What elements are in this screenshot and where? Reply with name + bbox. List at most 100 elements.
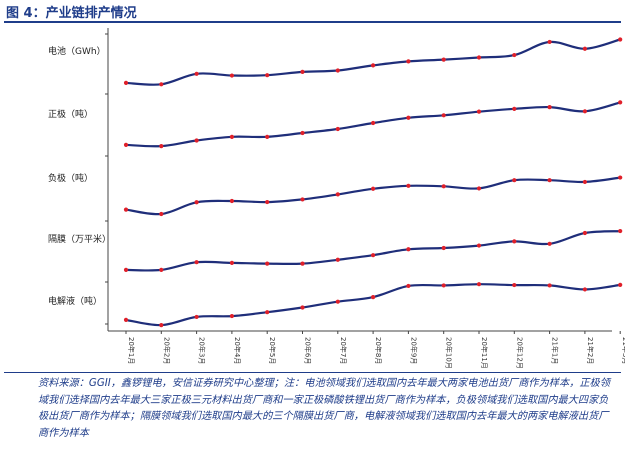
data-point [582, 179, 588, 185]
data-point [194, 200, 199, 205]
x-tick-label: 20年8月 [374, 337, 383, 364]
series-label: 隔膜（万平米） [48, 233, 111, 245]
x-tick-label: 21年3月 [621, 337, 625, 364]
series-line [125, 38, 621, 86]
data-point [123, 80, 129, 85]
x-tick-label: 20年11月 [480, 337, 489, 369]
data-point [582, 287, 588, 292]
data-point [512, 52, 517, 58]
data-point [265, 261, 270, 266]
data-point [476, 109, 482, 114]
x-tick-label: 20年9月 [409, 337, 418, 364]
data-point [371, 120, 376, 126]
series-label: 电池（GWh） [48, 45, 106, 57]
data-point [441, 245, 446, 251]
x-tick-label: 20年1月 [127, 337, 136, 364]
data-point [300, 130, 305, 136]
source-note: 资料来源：GGII，鑫锣锂电，安信证券研究中心整理；注：电池领域我们选取国内去年… [38, 378, 610, 439]
data-point [159, 82, 164, 87]
x-tick-label: 20年7月 [339, 337, 348, 364]
data-point [406, 247, 411, 252]
data-point [229, 198, 234, 204]
data-point [159, 211, 164, 217]
footnote-rule [4, 372, 621, 373]
data-point [582, 109, 588, 114]
data-point [371, 295, 376, 300]
data-point [582, 230, 588, 236]
x-tick-label: 21年2月 [586, 337, 595, 364]
data-point [618, 37, 623, 42]
x-tick-label: 20年2月 [162, 337, 171, 364]
x-tick-label: 20年12月 [515, 337, 524, 369]
title-rule [4, 21, 621, 23]
series-label: 负极（吨） [48, 172, 93, 184]
series-label: 电解液（吨） [48, 295, 102, 307]
data-point [300, 197, 305, 202]
data-point [512, 178, 517, 183]
data-point [476, 186, 482, 191]
data-point [335, 192, 340, 197]
x-tick-label: 21年1月 [551, 337, 560, 364]
data-point [229, 134, 234, 139]
data-point [300, 305, 305, 310]
data-point [194, 260, 199, 265]
data-point [618, 100, 623, 105]
data-point [547, 241, 552, 246]
data-point [335, 257, 340, 262]
data-point [441, 57, 446, 62]
data-point [194, 71, 199, 76]
data-point [194, 314, 199, 320]
data-point [300, 69, 305, 74]
data-point [476, 243, 482, 248]
data-point [335, 68, 340, 73]
data-point [371, 63, 376, 68]
data-point [265, 310, 270, 315]
data-point [194, 138, 199, 143]
data-point [547, 283, 552, 288]
data-point [229, 73, 234, 78]
data-point [618, 175, 623, 180]
data-point [476, 282, 482, 287]
data-point [512, 106, 517, 111]
data-point [512, 282, 517, 288]
x-tick-label: 20年6月 [304, 337, 313, 364]
data-point [547, 178, 552, 183]
data-point [123, 207, 129, 212]
data-point [123, 317, 129, 322]
series-line [125, 230, 621, 272]
data-point [123, 267, 129, 272]
data-point [371, 253, 376, 258]
series-label: 正极（吨） [48, 108, 93, 120]
x-tick-label: 20年3月 [198, 337, 207, 364]
data-point [512, 239, 517, 244]
data-point [159, 267, 164, 272]
data-point [406, 283, 411, 289]
data-point [406, 59, 411, 64]
industry-chain-line-chart: 20年1月 20年2月 20年3月 20年4月 20年5月 20年6月 20年7月 20年8月… [48, 28, 625, 369]
data-point [441, 184, 446, 189]
data-point [441, 113, 446, 118]
data-point [371, 186, 376, 191]
data-point [159, 144, 164, 149]
data-point [300, 261, 305, 266]
data-point [265, 73, 270, 78]
data-point [582, 46, 588, 51]
data-point [618, 282, 623, 287]
data-point [547, 105, 552, 110]
data-point [265, 134, 270, 139]
series-line [125, 283, 621, 327]
data-point [159, 323, 164, 328]
data-point [618, 228, 623, 234]
data-point [441, 283, 446, 288]
data-point [123, 142, 129, 147]
data-point [406, 115, 411, 120]
x-tick-label: 20年10月 [445, 337, 454, 369]
data-point [229, 260, 234, 265]
figure-title: 图 4：产业链排产情况 [6, 6, 137, 21]
data-point [229, 313, 234, 319]
data-point [406, 183, 411, 188]
data-point [476, 55, 482, 60]
data-point [335, 126, 340, 132]
x-tick-label: 20年4月 [233, 337, 242, 364]
data-point [265, 199, 270, 205]
